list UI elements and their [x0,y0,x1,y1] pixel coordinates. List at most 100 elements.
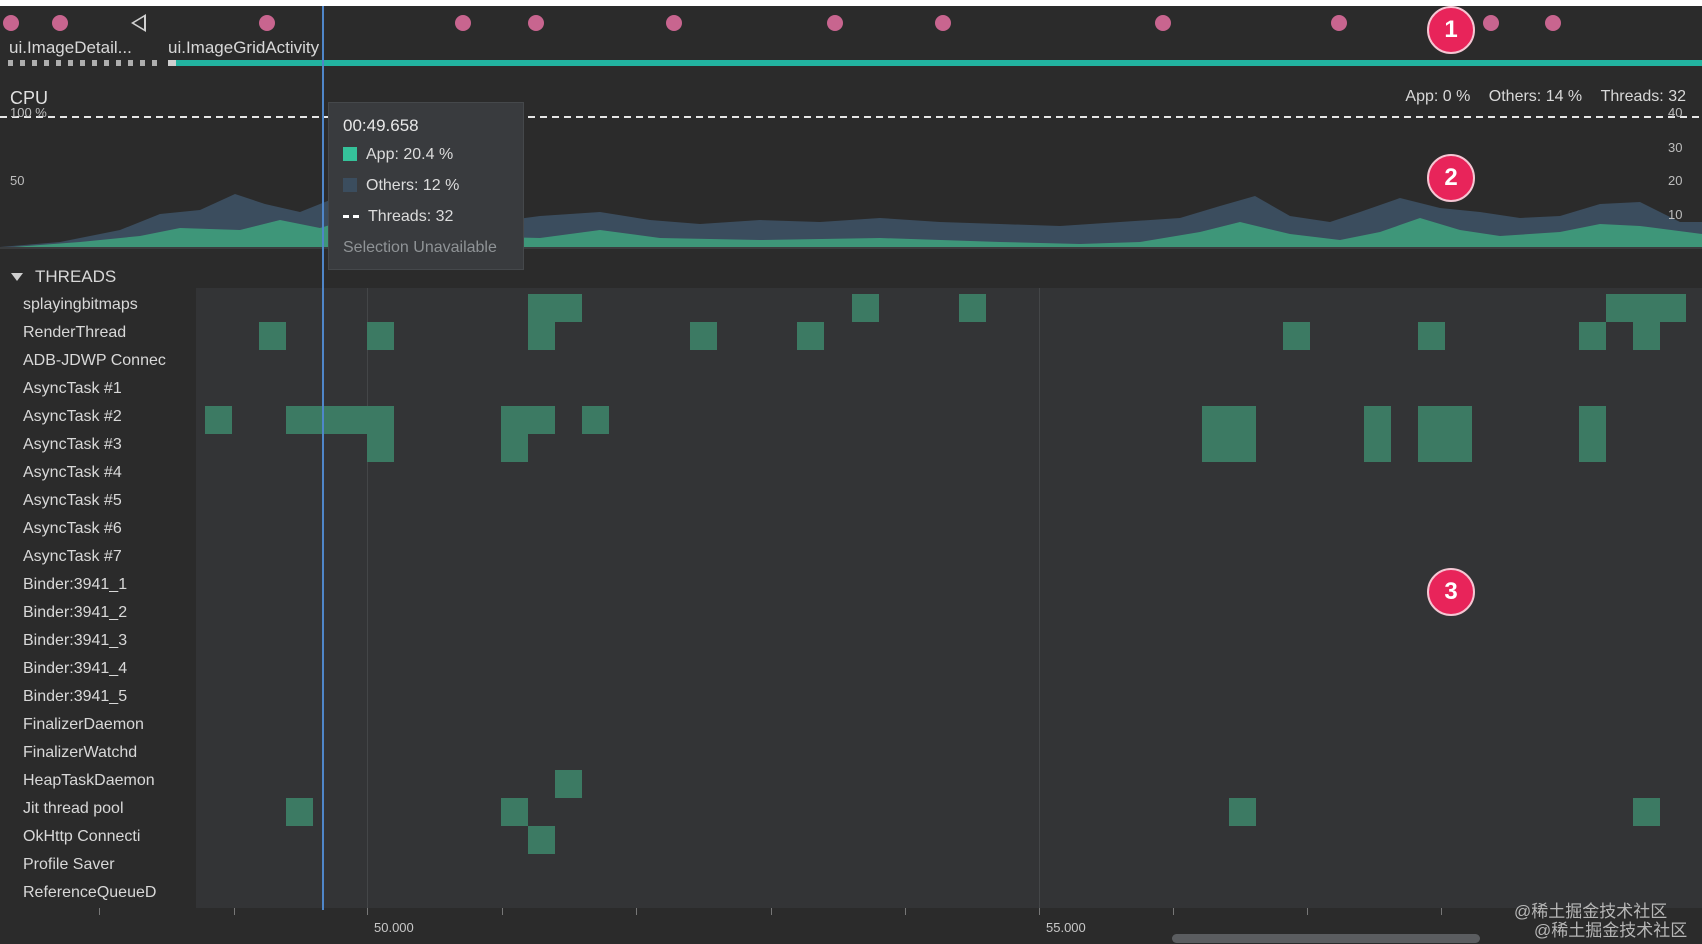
collapse-caret-icon[interactable] [11,273,23,281]
tooltip-time: 00:49.658 [343,116,419,135]
thread-activity-block[interactable] [1283,322,1310,350]
thread-name[interactable]: RenderThread [23,324,127,341]
watermark-text: @稀土掘金技术社区 [1534,921,1688,940]
thread-name[interactable]: ReferenceQueueD [23,884,157,901]
thread-name[interactable]: AsyncTask #1 [23,380,122,397]
touch-event-dot[interactable] [259,15,275,31]
thread-activity-block[interactable] [259,322,286,350]
axis-tick [1039,908,1040,915]
thread-name[interactable]: Binder:3941_3 [23,632,128,649]
profiler-window: ui.ImageDetail... ui.ImageGridActivity C… [0,6,1702,944]
axis-tick [1173,908,1174,915]
thread-name[interactable]: FinalizerWatchd [23,744,138,761]
thread-activity-block[interactable] [1579,406,1606,462]
app-cpu-value: App: 0 % [1405,88,1471,105]
threads-count-value: Threads: 32 [1600,88,1686,105]
thread-activity-block[interactable] [690,322,717,350]
tooltip-app: App: 20.4 % [366,146,454,163]
thread-activity-block[interactable] [205,406,232,434]
thread-activity-block[interactable] [555,770,582,798]
touch-event-dot[interactable] [827,15,843,31]
tooltip-threads-row: Threads: 32 [343,208,453,226]
thread-activity-block[interactable] [1364,406,1391,462]
thread-activity-block[interactable] [1202,406,1256,462]
touch-event-dot[interactable] [935,15,951,31]
thread-activity-block[interactable] [1633,798,1660,826]
thread-activity-block[interactable] [286,406,394,434]
cpu-tooltip: 00:49.658 App: 20.4 % Others: 12 % Threa… [328,102,524,270]
thread-activity-block[interactable] [501,434,528,462]
touch-event-dot[interactable] [1545,15,1561,31]
thread-name[interactable]: Binder:3941_1 [23,576,128,593]
axis-tick [502,908,503,915]
axis-tick [905,908,906,915]
horizontal-scrollbar[interactable] [1172,934,1480,943]
activity-label[interactable]: ui.ImageGridActivity [168,38,320,57]
thread-activity-block[interactable] [959,294,986,322]
back-button-event-icon[interactable] [131,14,146,32]
time-label-55: 55.000 [1046,920,1086,935]
activity-label[interactable]: ui.ImageDetail... [9,38,132,57]
threads-header[interactable]: THREADS [0,265,1702,287]
cpu-chart[interactable]: CPU App: 0 % Others: 14 % Threads: 32 10… [0,72,1702,265]
thread-name[interactable]: AsyncTask #2 [23,408,122,425]
left-axis-100: 100 % [10,105,47,120]
thread-activity-block[interactable] [501,406,555,434]
touch-event-dot[interactable] [528,15,544,31]
thread-name[interactable]: OkHttp Connecti [23,828,141,845]
callout-badge-2: 2 [1427,154,1475,202]
thread-name[interactable]: Binder:3941_4 [23,660,128,677]
thread-activity-block[interactable] [1418,406,1472,462]
touch-event-dot[interactable] [666,15,682,31]
axis-tick [1307,908,1308,915]
thread-activity-block[interactable] [852,294,879,322]
touch-event-dot[interactable] [3,15,19,31]
touch-event-dot[interactable] [52,15,68,31]
thread-activity-block[interactable] [1418,322,1445,350]
thread-name[interactable]: AsyncTask #4 [23,464,122,481]
time-label-50: 50.000 [374,920,414,935]
right-axis-20: 20 [1668,173,1683,188]
touch-event-dot[interactable] [455,15,471,31]
thread-name[interactable]: AsyncTask #3 [23,436,122,453]
thread-activity-block[interactable] [528,826,555,854]
time-grid-line [367,288,368,908]
tooltip-selection-note: Selection Unavailable [343,239,497,256]
thread-name[interactable]: Binder:3941_5 [23,688,128,705]
thread-activity-block[interactable] [582,406,609,434]
thread-activity-block[interactable] [1633,322,1660,350]
time-axis[interactable]: 50.000 55.000 [0,908,1702,944]
thread-activity-block[interactable] [367,434,394,462]
activity-bar-grid[interactable] [168,60,176,66]
thread-name[interactable]: Binder:3941_2 [23,604,128,621]
touch-event-dot[interactable] [1155,15,1171,31]
thread-activity-block[interactable] [1606,294,1686,322]
thread-name-list: splayingbitmaps RenderThread ADB-JDWP Co… [0,288,195,908]
touch-event-dot[interactable] [1331,15,1347,31]
thread-name[interactable]: FinalizerDaemon [23,716,144,733]
thread-name[interactable]: AsyncTask #6 [23,520,122,537]
touch-event-dot[interactable] [1483,15,1499,31]
thread-activity-area[interactable] [196,288,1702,908]
activity-bar-grid[interactable] [176,60,1702,66]
thread-activity-block[interactable] [1579,322,1606,350]
thread-activity-block[interactable] [1229,798,1256,826]
thread-activity-block[interactable] [367,322,394,350]
thread-name[interactable]: AsyncTask #7 [23,548,122,565]
right-axis-40: 40 [1668,105,1683,120]
thread-activity-block[interactable] [501,798,528,826]
thread-name[interactable]: splayingbitmaps [23,296,138,313]
thread-activity-block[interactable] [528,294,582,322]
thread-activity-block[interactable] [528,322,555,350]
thread-activity-block[interactable] [286,798,313,826]
tooltip-others-row: Others: 12 % [343,177,459,195]
thread-name[interactable]: Profile Saver [23,856,115,873]
thread-activity-block[interactable] [797,322,824,350]
app-swatch-icon [343,147,357,161]
thread-name[interactable]: HeapTaskDaemon [23,772,155,789]
thread-name[interactable]: Jit thread pool [23,800,124,817]
time-cursor-line[interactable] [322,6,324,910]
axis-tick [367,908,368,915]
thread-name[interactable]: AsyncTask #5 [23,492,122,509]
thread-name[interactable]: ADB-JDWP Connec [23,352,166,369]
